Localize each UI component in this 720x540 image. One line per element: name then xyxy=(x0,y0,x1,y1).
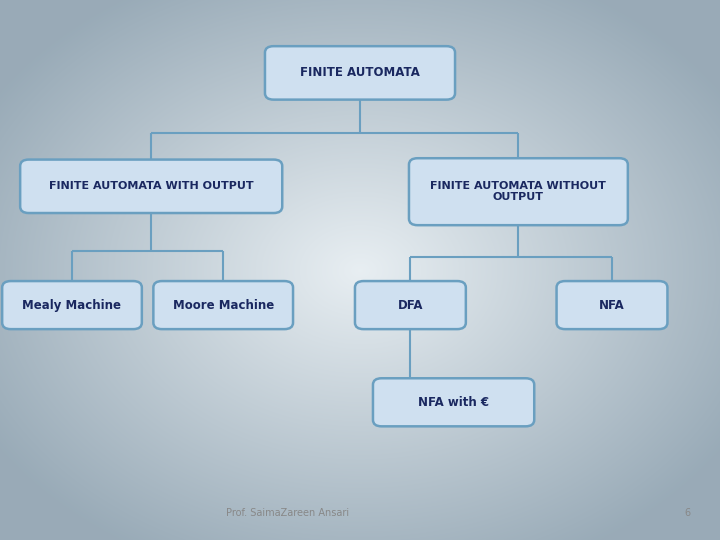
FancyBboxPatch shape xyxy=(373,378,534,427)
Text: Moore Machine: Moore Machine xyxy=(173,299,274,312)
FancyBboxPatch shape xyxy=(557,281,667,329)
FancyBboxPatch shape xyxy=(2,281,142,329)
FancyBboxPatch shape xyxy=(265,46,455,99)
FancyBboxPatch shape xyxy=(20,160,282,213)
Text: Prof. SaimaZareen Ansari: Prof. SaimaZareen Ansari xyxy=(226,508,350,518)
FancyBboxPatch shape xyxy=(409,158,628,225)
Text: 6: 6 xyxy=(685,508,690,518)
FancyBboxPatch shape xyxy=(355,281,466,329)
Text: FINITE AUTOMATA: FINITE AUTOMATA xyxy=(300,66,420,79)
Text: Mealy Machine: Mealy Machine xyxy=(22,299,122,312)
Text: DFA: DFA xyxy=(397,299,423,312)
Text: NFA with €: NFA with € xyxy=(418,396,489,409)
Text: FINITE AUTOMATA WITH OUTPUT: FINITE AUTOMATA WITH OUTPUT xyxy=(49,181,253,191)
FancyBboxPatch shape xyxy=(153,281,293,329)
Text: NFA: NFA xyxy=(599,299,625,312)
Text: FINITE AUTOMATA WITHOUT
OUTPUT: FINITE AUTOMATA WITHOUT OUTPUT xyxy=(431,181,606,202)
